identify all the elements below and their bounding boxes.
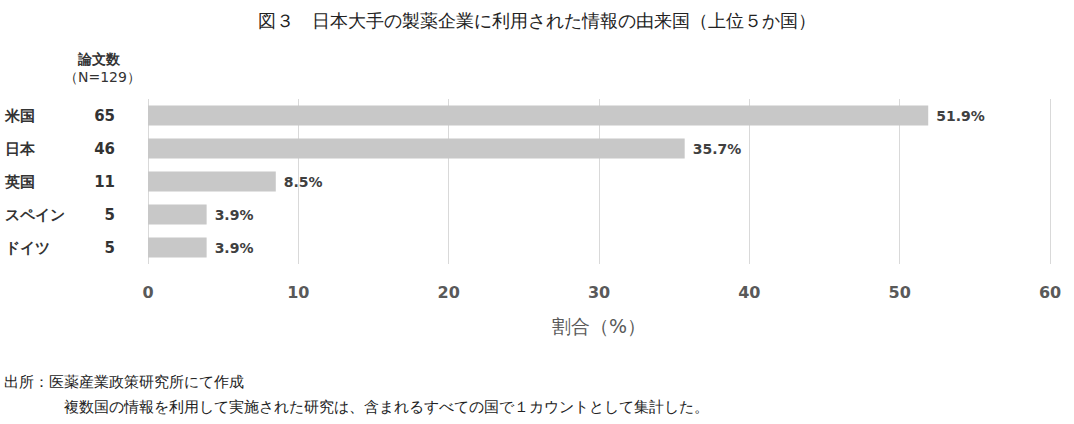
svg-text:スペイン: スペイン	[5, 206, 65, 224]
svg-text:3.9%: 3.9%	[215, 240, 254, 256]
svg-text:3.9%: 3.9%	[215, 207, 254, 223]
svg-text:米国: 米国	[4, 107, 35, 125]
svg-text:11: 11	[94, 173, 115, 191]
svg-text:8.5%: 8.5%	[284, 174, 323, 190]
svg-text:30: 30	[588, 283, 610, 302]
svg-text:出所：医薬産業政策研究所にて作成: 出所：医薬産業政策研究所にて作成	[4, 373, 244, 391]
svg-text:ドイツ: ドイツ	[5, 239, 50, 257]
svg-text:60: 60	[1039, 283, 1061, 302]
svg-text:（N=129）: （N=129）	[64, 69, 141, 85]
svg-text:50: 50	[889, 283, 911, 302]
svg-text:0: 0	[142, 283, 153, 302]
svg-text:40: 40	[738, 283, 760, 302]
svg-text:英国: 英国	[4, 173, 35, 191]
svg-text:図３ 日本大手の製薬企業に利用された情報の由来国（上位５か国: 図３ 日本大手の製薬企業に利用された情報の由来国（上位５か国）	[258, 10, 816, 31]
svg-text:65: 65	[94, 107, 115, 125]
svg-text:51.9%: 51.9%	[936, 108, 985, 124]
svg-text:割合（%）: 割合（%）	[552, 315, 646, 337]
svg-text:35.7%: 35.7%	[693, 141, 742, 157]
svg-text:日本: 日本	[5, 140, 36, 158]
svg-text:複数国の情報を利用して実施された研究は、含まれるすべての国で: 複数国の情報を利用して実施された研究は、含まれるすべての国で１カウントとして集計…	[64, 398, 709, 416]
svg-text:5: 5	[105, 206, 115, 224]
svg-text:20: 20	[438, 283, 460, 302]
svg-text:10: 10	[287, 283, 309, 302]
svg-text:論文数: 論文数	[77, 51, 121, 67]
svg-text:46: 46	[94, 140, 115, 158]
svg-text:5: 5	[105, 239, 115, 257]
